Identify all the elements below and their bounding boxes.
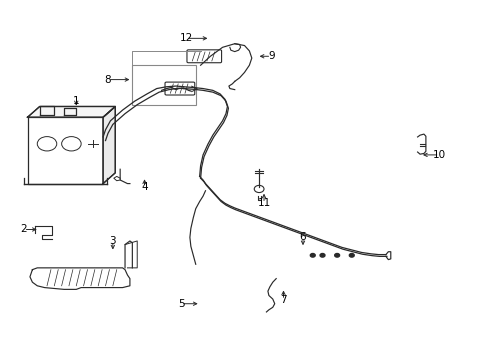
Text: 2: 2 xyxy=(20,225,27,234)
FancyBboxPatch shape xyxy=(164,82,194,95)
Text: 8: 8 xyxy=(104,75,111,85)
FancyBboxPatch shape xyxy=(186,50,221,63)
Circle shape xyxy=(320,253,325,257)
Bar xyxy=(132,65,195,105)
Bar xyxy=(27,117,103,184)
Text: 5: 5 xyxy=(178,299,184,309)
Polygon shape xyxy=(27,107,115,117)
Text: 6: 6 xyxy=(299,232,305,242)
Circle shape xyxy=(37,136,57,151)
Text: 7: 7 xyxy=(280,295,286,305)
Polygon shape xyxy=(103,107,115,184)
Text: 1: 1 xyxy=(73,96,80,106)
Circle shape xyxy=(61,136,81,151)
Text: 10: 10 xyxy=(432,150,445,160)
Text: 11: 11 xyxy=(257,198,270,208)
Text: 9: 9 xyxy=(267,51,274,61)
Circle shape xyxy=(348,253,353,257)
Text: 3: 3 xyxy=(109,236,116,246)
Circle shape xyxy=(334,253,339,257)
Circle shape xyxy=(310,253,315,257)
Text: 4: 4 xyxy=(141,182,147,192)
Text: 12: 12 xyxy=(179,33,192,43)
Circle shape xyxy=(254,185,264,193)
